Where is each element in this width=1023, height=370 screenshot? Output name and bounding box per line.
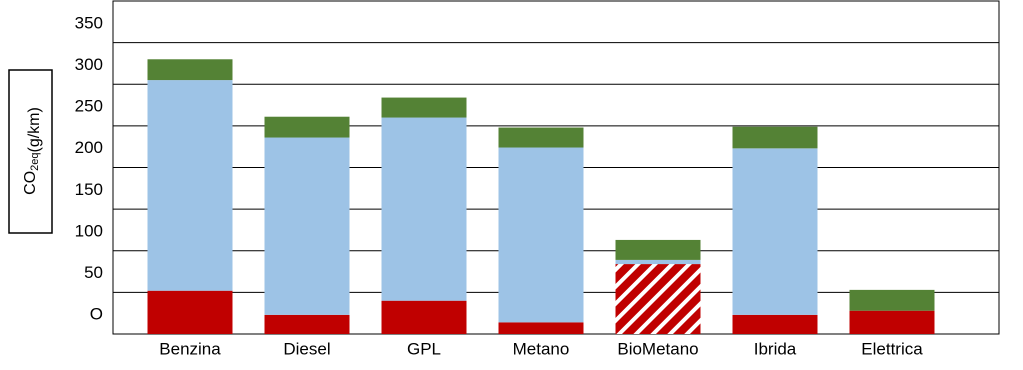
- y-axis-label-main: CO: [22, 171, 39, 195]
- bar-segment: [147, 80, 233, 291]
- bar-segment: [264, 314, 350, 334]
- x-tick-label: Ibrida: [754, 339, 797, 358]
- x-tick-label: Elettrica: [861, 339, 923, 358]
- bar-segment: [264, 116, 350, 138]
- y-axis-label: CO2eq(g/km): [22, 107, 43, 195]
- y-axis-label-box: [8, 69, 53, 234]
- bar-segment: [849, 310, 935, 334]
- bar-segment: [381, 97, 467, 118]
- y-tick-label: 150: [75, 180, 103, 199]
- y-axis-label-sub: 2eq: [29, 152, 41, 170]
- bar-segment: [264, 137, 350, 315]
- bar-segment: [498, 127, 584, 148]
- y-tick-label: 350: [75, 13, 103, 32]
- x-tick-label: BioMetano: [617, 339, 698, 358]
- bar-segment: [615, 239, 701, 260]
- y-tick-label: 300: [75, 55, 103, 74]
- bar-segment: [498, 147, 584, 323]
- bar-segment: [615, 264, 701, 334]
- bar-segment: [498, 322, 584, 334]
- y-tick-label: 100: [75, 221, 103, 240]
- bar-segment: [381, 117, 467, 301]
- y-tick-label: 50: [84, 263, 103, 282]
- bar-segment: [732, 314, 818, 334]
- y-axis-label-unit: (g/km): [26, 107, 43, 152]
- y-tick-label: 200: [75, 138, 103, 157]
- bar-segment: [732, 126, 818, 149]
- x-tick-label: Benzina: [159, 339, 221, 358]
- x-tick-label: GPL: [407, 339, 441, 358]
- bar-segment: [732, 148, 818, 315]
- bar-segment: [381, 300, 467, 334]
- bar-segment: [147, 59, 233, 81]
- x-tick-label: Diesel: [283, 339, 330, 358]
- plot-area: O 50 100 150 200 250 300 350 Benzina Diesel GPL Met…: [75, 0, 1000, 358]
- bar-segment: [147, 290, 233, 334]
- y-tick-label: 250: [75, 97, 103, 116]
- bar-segment: [615, 259, 701, 265]
- x-tick-label: Metano: [513, 339, 570, 358]
- y-tick-label: O: [90, 305, 103, 324]
- bar-segment: [849, 289, 935, 311]
